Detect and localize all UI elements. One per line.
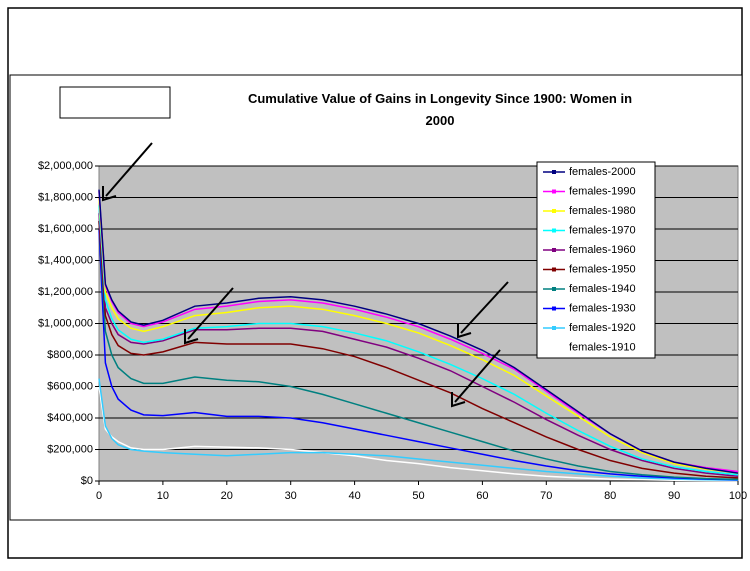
legend-marker bbox=[552, 248, 556, 252]
series-line bbox=[98, 221, 739, 479]
x-tick-label: 40 bbox=[348, 490, 360, 502]
legend-marker bbox=[552, 306, 556, 311]
legend-marker bbox=[552, 170, 556, 174]
y-tick-label: $1,800,000 bbox=[38, 191, 93, 203]
y-tick-label: $800,000 bbox=[47, 349, 93, 361]
legend-marker bbox=[552, 189, 556, 194]
arrows bbox=[102, 142, 509, 408]
y-tick-label: $400,000 bbox=[47, 412, 93, 424]
y-tick-label: $0 bbox=[81, 475, 93, 487]
blank-box bbox=[59, 86, 171, 119]
legend-marker bbox=[552, 228, 556, 233]
arrow-head bbox=[451, 392, 466, 408]
legend-marker bbox=[552, 267, 556, 272]
y-tick-label: $600,000 bbox=[47, 380, 93, 392]
legend-label: females-1970 bbox=[569, 224, 636, 236]
x-tick-label: 60 bbox=[476, 490, 488, 502]
legend-label: females-1910 bbox=[569, 341, 636, 353]
series-line bbox=[98, 189, 739, 474]
legend-marker bbox=[552, 209, 556, 213]
series-line bbox=[98, 386, 739, 482]
legend-label: females-1960 bbox=[569, 244, 636, 256]
arrow-head bbox=[184, 329, 199, 345]
legend bbox=[536, 161, 656, 359]
arrow-head bbox=[457, 323, 472, 339]
x-tick-label: 80 bbox=[604, 490, 616, 502]
series-line bbox=[98, 228, 739, 481]
y-tick-label: $1,200,000 bbox=[38, 286, 93, 298]
chart-title: Cumulative Value of Gains in Longevity S… bbox=[248, 91, 632, 128]
series-line bbox=[98, 378, 739, 481]
arrow bbox=[105, 142, 153, 197]
x-tick-label: 50 bbox=[412, 490, 424, 502]
legend-marker bbox=[552, 287, 556, 291]
x-tick-label: 100 bbox=[729, 490, 747, 502]
x-tick-label: 30 bbox=[285, 490, 297, 502]
x-tick-label: 20 bbox=[221, 490, 233, 502]
arrow-head bbox=[102, 186, 117, 202]
y-tick-label: $1,000,000 bbox=[38, 317, 93, 329]
legend-marker bbox=[552, 345, 556, 350]
x-tick-label: 90 bbox=[668, 490, 680, 502]
legend-label: females-1920 bbox=[569, 322, 636, 334]
x-tick-label: 10 bbox=[157, 490, 169, 502]
x-tick-label: 0 bbox=[96, 490, 102, 502]
series-line bbox=[98, 205, 739, 476]
y-tick-label: $1,600,000 bbox=[38, 223, 93, 235]
x-tick-label: 70 bbox=[540, 490, 552, 502]
arrow bbox=[187, 287, 234, 340]
y-tick-label: $1,400,000 bbox=[38, 254, 93, 266]
series-line bbox=[98, 213, 739, 478]
series-line bbox=[98, 197, 739, 474]
y-tick-label: $200,000 bbox=[47, 443, 93, 455]
legend-label: females-1950 bbox=[569, 263, 636, 275]
legend-label: females-1930 bbox=[569, 302, 636, 314]
legend-label: females-1990 bbox=[569, 185, 636, 197]
legend-label: females-2000 bbox=[569, 166, 636, 178]
arrow bbox=[460, 281, 509, 334]
legend-marker bbox=[552, 326, 556, 330]
legend-label: females-1980 bbox=[569, 205, 636, 217]
series-line bbox=[98, 221, 739, 481]
arrow bbox=[454, 349, 501, 403]
y-tick-label: $2,000,000 bbox=[38, 160, 93, 172]
legend-label: females-1940 bbox=[569, 283, 636, 295]
